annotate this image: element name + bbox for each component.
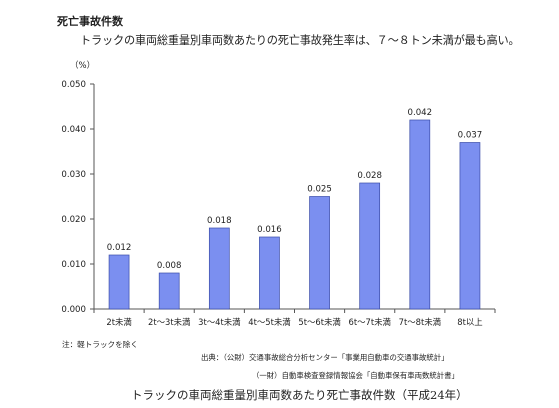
bar bbox=[359, 182, 381, 310]
bar bbox=[259, 236, 280, 310]
y-tick-label: 0.050 bbox=[61, 80, 86, 90]
x-category-label: 8t以上 bbox=[457, 317, 482, 327]
x-category-label: 7t～8t未満 bbox=[399, 317, 441, 327]
chart-subtitle: トラックの車両総重量別車両数あたりの死亡事故発生率は、７～８トン未満が最も高い。 bbox=[80, 34, 520, 47]
x-category-label: 2t～3t未満 bbox=[148, 317, 190, 327]
bar-value-label: 0.016 bbox=[257, 225, 282, 235]
bar-value-label: 0.008 bbox=[157, 261, 182, 271]
bar bbox=[459, 142, 481, 310]
bar-value-label: 0.018 bbox=[207, 216, 232, 226]
x-category-label: 6t～7t未満 bbox=[349, 317, 391, 327]
x-category-label: 3t～4t未満 bbox=[198, 317, 240, 327]
source-line-1: 出典：（公財）交通事故総合分析センター「事業用自動車の交通事故統計」 bbox=[201, 353, 449, 362]
chart-caption: トラックの車両総重量別車両数あたり死亡事故件数（平成24年） bbox=[131, 388, 468, 402]
x-category-label: 5t～6t未満 bbox=[298, 317, 340, 327]
y-tick-label: 0.020 bbox=[61, 215, 86, 225]
source-line-2: （一財）自動車検査登録情報協会「自動車保有車両数統計書」 bbox=[252, 371, 459, 380]
bar bbox=[309, 196, 330, 310]
bar bbox=[108, 254, 130, 310]
y-axis-unit: （%） bbox=[70, 61, 96, 71]
x-category-label: 2t未満 bbox=[106, 317, 131, 327]
bar-value-label: 0.037 bbox=[458, 131, 483, 141]
y-tick-label: 0.030 bbox=[61, 170, 86, 180]
bar-value-label: 0.012 bbox=[107, 243, 132, 253]
chart-note: 注：軽トラックを除く bbox=[62, 340, 138, 349]
bar-value-label: 0.028 bbox=[357, 171, 382, 181]
y-tick-label: 0.000 bbox=[61, 305, 86, 315]
bar bbox=[409, 119, 431, 310]
chart-heading: 死亡事故件数 bbox=[57, 15, 123, 28]
x-category-label: 4t～5t未満 bbox=[248, 317, 290, 327]
bar bbox=[158, 272, 180, 310]
y-tick-label: 0.010 bbox=[61, 260, 86, 270]
y-tick-label: 0.040 bbox=[61, 125, 86, 135]
bar-value-label: 0.042 bbox=[408, 108, 433, 118]
bar-value-label: 0.025 bbox=[307, 185, 332, 195]
bar bbox=[208, 227, 230, 310]
